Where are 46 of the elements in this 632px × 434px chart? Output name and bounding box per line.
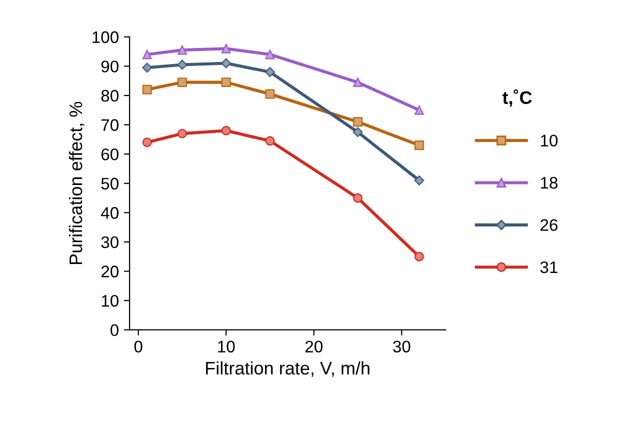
- y-tick-label: 60: [101, 148, 118, 160]
- point: [414, 105, 424, 115]
- y-tick-label: 80: [101, 90, 118, 102]
- y-tick-label: 90: [101, 60, 118, 72]
- point: [221, 78, 231, 88]
- x-axis-title: Filtration rate, V, m/h: [206, 361, 370, 377]
- y-tick-label: 20: [101, 266, 118, 278]
- point: [265, 50, 275, 60]
- point: [178, 128, 187, 138]
- y-tick-label: 40: [100, 207, 118, 219]
- point: [178, 45, 187, 55]
- point: [142, 138, 152, 148]
- point: [414, 252, 424, 262]
- legend-label: 10: [540, 134, 558, 147]
- point: [352, 127, 363, 138]
- x-tick-label: 20: [305, 340, 323, 352]
- x-tick-label: 30: [393, 340, 410, 352]
- point: [353, 117, 363, 127]
- point: [414, 140, 424, 150]
- point: [221, 58, 232, 68]
- point: [221, 44, 231, 54]
- legend-label: 18: [540, 176, 558, 189]
- y-tick-label: 70: [101, 119, 118, 131]
- y-tick-label: 0: [110, 324, 118, 336]
- point: [178, 78, 187, 88]
- legend-label: 31: [540, 261, 558, 274]
- legend-title: t,˚C: [502, 89, 532, 107]
- point: [142, 50, 152, 60]
- point: [265, 136, 275, 146]
- y-tick-label: 30: [101, 236, 118, 248]
- point: [142, 84, 152, 94]
- x-tick-label: 0: [134, 340, 142, 352]
- y-tick-label: 10: [102, 294, 118, 307]
- point: [177, 60, 188, 70]
- x-tick-label: 10: [218, 340, 235, 352]
- point: [142, 62, 152, 73]
- point: [353, 78, 363, 88]
- y-tick-label: 100: [92, 31, 118, 44]
- point: [265, 89, 275, 99]
- point: [353, 193, 363, 203]
- y-tick-label: 50: [101, 178, 118, 190]
- point: [265, 67, 275, 78]
- point: [221, 126, 231, 136]
- point: [414, 175, 424, 186]
- y-axis-title: Purification effect, %: [68, 102, 84, 264]
- legend-label: 26: [540, 219, 558, 231]
